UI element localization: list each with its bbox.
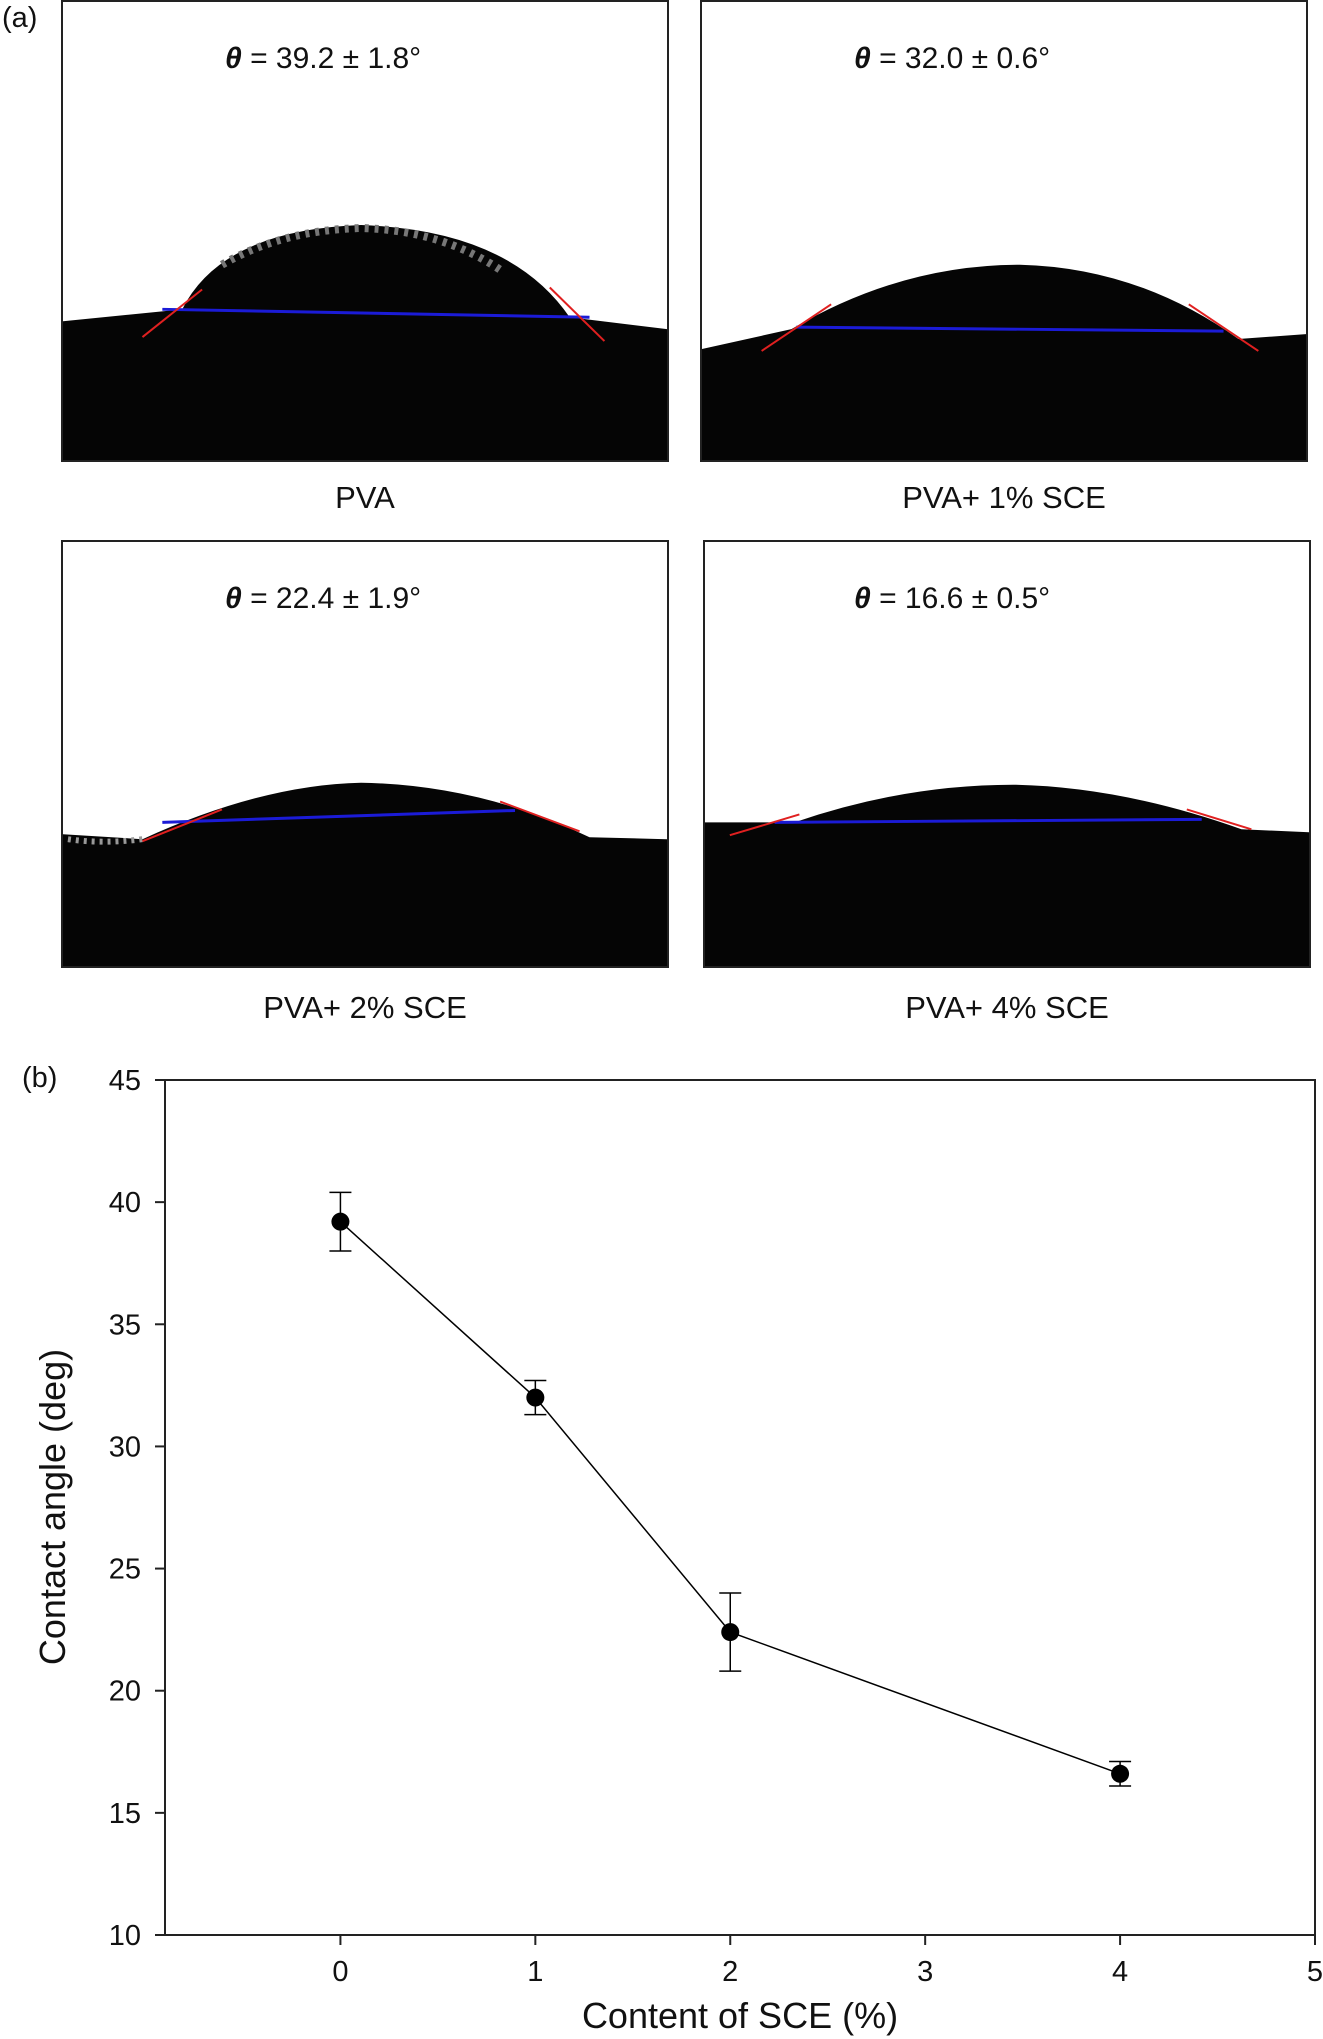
contact-angle-label-pva-4pct: θ = 16.6 ± 0.5°: [854, 582, 1050, 616]
contact-angle-label-pva: θ = 39.2 ± 1.8°: [225, 42, 421, 76]
contact-angle-label-pva-2pct: θ = 22.4 ± 1.9°: [225, 582, 421, 616]
x-tick-label: 5: [1307, 1956, 1323, 1988]
droplet-image-pva-1pct: θ = 32.0 ± 0.6°: [700, 0, 1308, 462]
x-tick-label: 2: [722, 1956, 738, 1988]
x-tick-label: 4: [1112, 1956, 1128, 1988]
theta-symbol: θ: [225, 42, 242, 75]
droplet-photo-pva: [63, 2, 667, 460]
y-tick-label: 20: [109, 1676, 141, 1708]
angle-value: = 16.6 ± 0.5°: [870, 582, 1051, 615]
caption-pva-4pct: PVA+ 4% SCE: [905, 990, 1109, 1025]
theta-symbol: θ: [854, 582, 871, 615]
data-point: [526, 1388, 545, 1407]
x-tick-label: 0: [332, 1956, 348, 1988]
caption-pva-1pct: PVA+ 1% SCE: [902, 480, 1106, 515]
caption-pva-2pct: PVA+ 2% SCE: [263, 990, 467, 1025]
plot-frame: [164, 1079, 1316, 1936]
series-layer: [329, 1191, 1132, 1787]
y-tick-label: 15: [109, 1798, 141, 1830]
angle-value: = 32.0 ± 0.6°: [870, 42, 1051, 75]
droplet-image-pva-2pct: θ = 22.4 ± 1.9°: [61, 540, 669, 968]
series-line: [339, 1221, 1121, 1775]
y-tick-label: 10: [109, 1920, 141, 1952]
droplet-photo-pva-1pct: [702, 2, 1306, 460]
angle-value: = 22.4 ± 1.9°: [241, 582, 422, 615]
theta-symbol: θ: [854, 42, 871, 75]
droplet-image-pva-4pct: θ = 16.6 ± 0.5°: [703, 540, 1311, 968]
theta-symbol: θ: [225, 582, 242, 615]
x-axis-ticks: 0 1 2 3 4 5: [332, 1935, 1323, 1988]
data-point: [721, 1623, 740, 1642]
contact-angle-label-pva-1pct: θ = 32.0 ± 0.6°: [854, 42, 1050, 76]
y-tick-label: 30: [109, 1431, 141, 1463]
data-point: [331, 1212, 350, 1231]
x-axis-label: Content of SCE (%): [582, 1995, 898, 2036]
data-point: [1111, 1764, 1130, 1783]
y-tick-label: 40: [109, 1187, 141, 1219]
droplet-image-pva: θ = 39.2 ± 1.8°: [61, 0, 669, 462]
y-axis-label: Contact angle (deg): [32, 1349, 73, 1665]
y-tick-label: 25: [109, 1554, 141, 1586]
y-axis-ticks: 10 15 20 25 30 35 40 45: [109, 1065, 165, 1952]
droplet-photo-pva-4pct: [705, 542, 1309, 966]
y-tick-label: 35: [109, 1309, 141, 1341]
x-tick-label: 3: [917, 1956, 933, 1988]
y-tick-label: 45: [109, 1065, 141, 1097]
angle-value: = 39.2 ± 1.8°: [241, 42, 422, 75]
caption-pva: PVA: [335, 480, 395, 515]
droplet-photo-pva-2pct: [63, 542, 667, 966]
panel-a-label: (a): [2, 2, 38, 34]
panel-b-label: (b): [22, 1062, 58, 1094]
x-tick-label: 1: [527, 1956, 543, 1988]
